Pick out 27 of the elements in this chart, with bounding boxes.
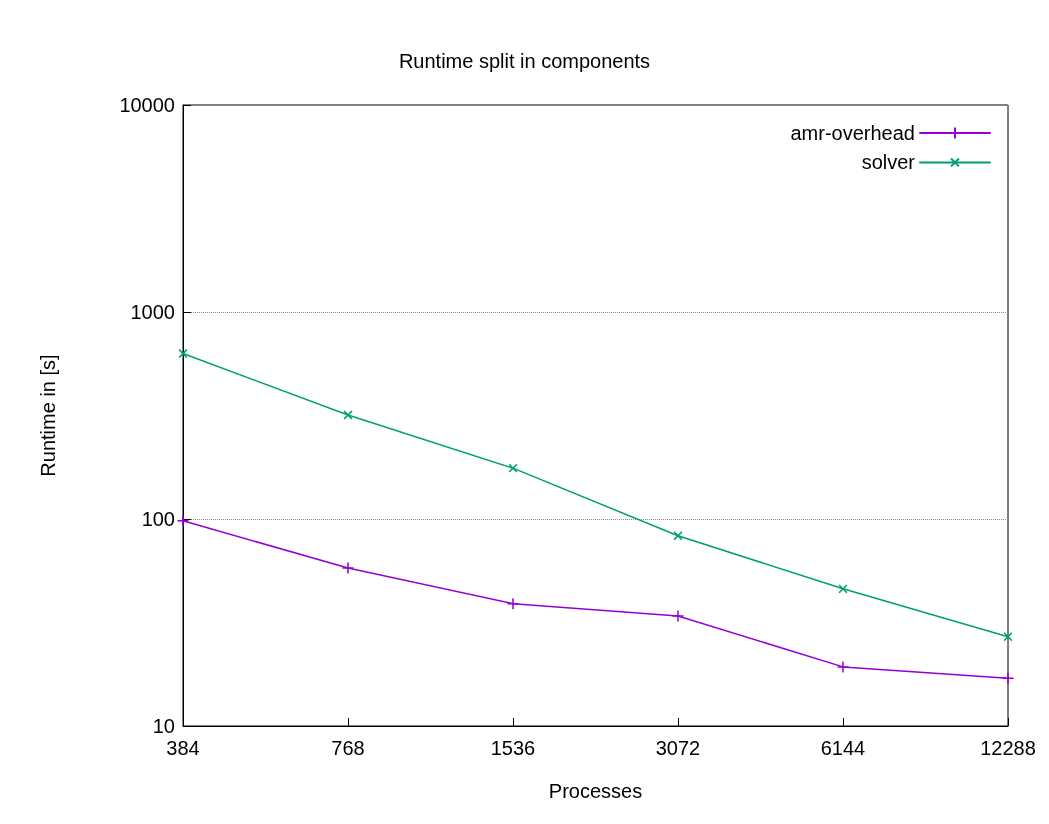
- x-axis-title: Processes: [548, 780, 643, 802]
- chart-title: Runtime split in components: [398, 50, 651, 72]
- y-tick-label: 100: [141, 508, 175, 530]
- x-tick-label: 384: [166, 737, 200, 759]
- x-tick-label: 1536: [490, 737, 536, 759]
- legend-label: solver: [861, 151, 916, 174]
- point: [506, 597, 520, 610]
- x-tick-label: 6144: [820, 737, 866, 759]
- y-tick-label: 10000: [119, 94, 175, 116]
- x-tick-label: 3072: [655, 737, 701, 759]
- point: [178, 348, 188, 359]
- point: [176, 514, 190, 528]
- point: [671, 609, 685, 623]
- point: [1001, 672, 1015, 685]
- point: [343, 410, 353, 420]
- x-tick-label: 12288: [980, 737, 1036, 759]
- point: [836, 660, 850, 674]
- y-tick-label: 10: [152, 715, 175, 737]
- point: [508, 463, 518, 473]
- x-tick-label: 768: [331, 737, 365, 759]
- point: [341, 561, 355, 575]
- point: [673, 531, 683, 541]
- legend-label: amr-overhead: [790, 122, 915, 144]
- y-axis-title: Runtime in [s]: [37, 354, 59, 477]
- point: [838, 584, 848, 594]
- point: [1003, 632, 1013, 642]
- y-tick-label: 1000: [130, 301, 175, 323]
